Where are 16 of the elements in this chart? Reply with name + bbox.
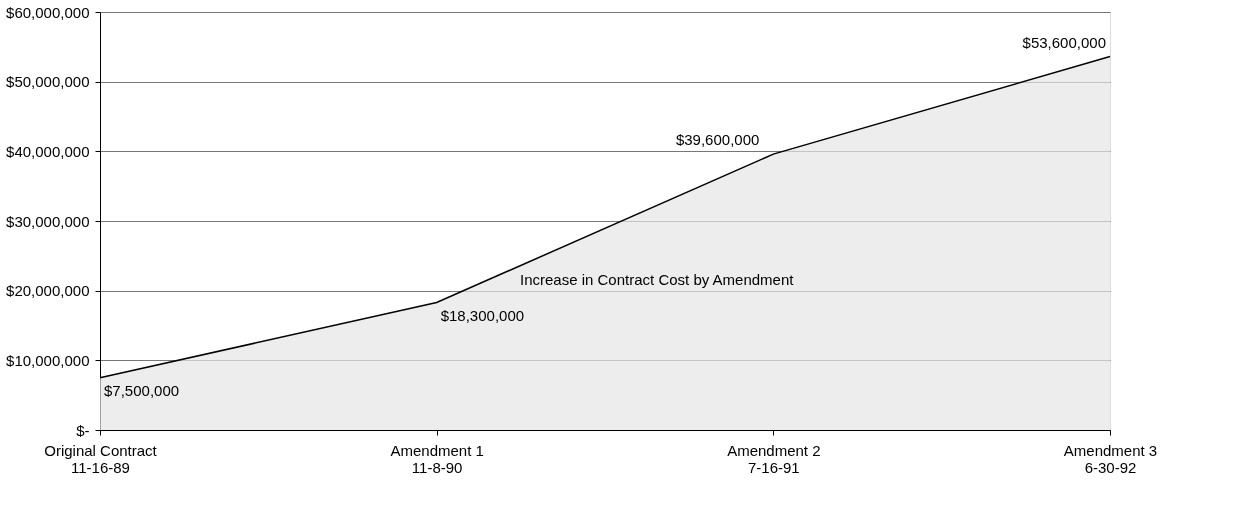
y-tick-label: $50,000,000 (6, 73, 90, 91)
y-tick-label: $10,000,000 (6, 351, 90, 369)
y-tick-label: $30,000,000 (6, 212, 90, 230)
x-tick-label: Amendment 1 11-8-90 (390, 441, 484, 476)
y-tick-label: $60,000,000 (6, 3, 90, 21)
annotation: Increase in Contract Cost by Amendment (520, 271, 795, 288)
y-tick-label: $- (76, 421, 90, 439)
text: $53,600,000 (1022, 33, 1106, 51)
x-tick-label: Amendment 2 7-16-91 (727, 441, 821, 476)
y-tick-label: $20,000,000 (6, 282, 90, 300)
x-tick-label: Original Contract 11-16-89 (44, 441, 158, 476)
y-tick-label: $40,000,000 (6, 142, 90, 160)
text: $7,500,000 (104, 381, 180, 399)
x-tick-label: Amendment 3 6-30-92 (1063, 441, 1158, 476)
text: $39,600,000 (675, 131, 760, 149)
text: $18,300,000 (440, 306, 525, 324)
